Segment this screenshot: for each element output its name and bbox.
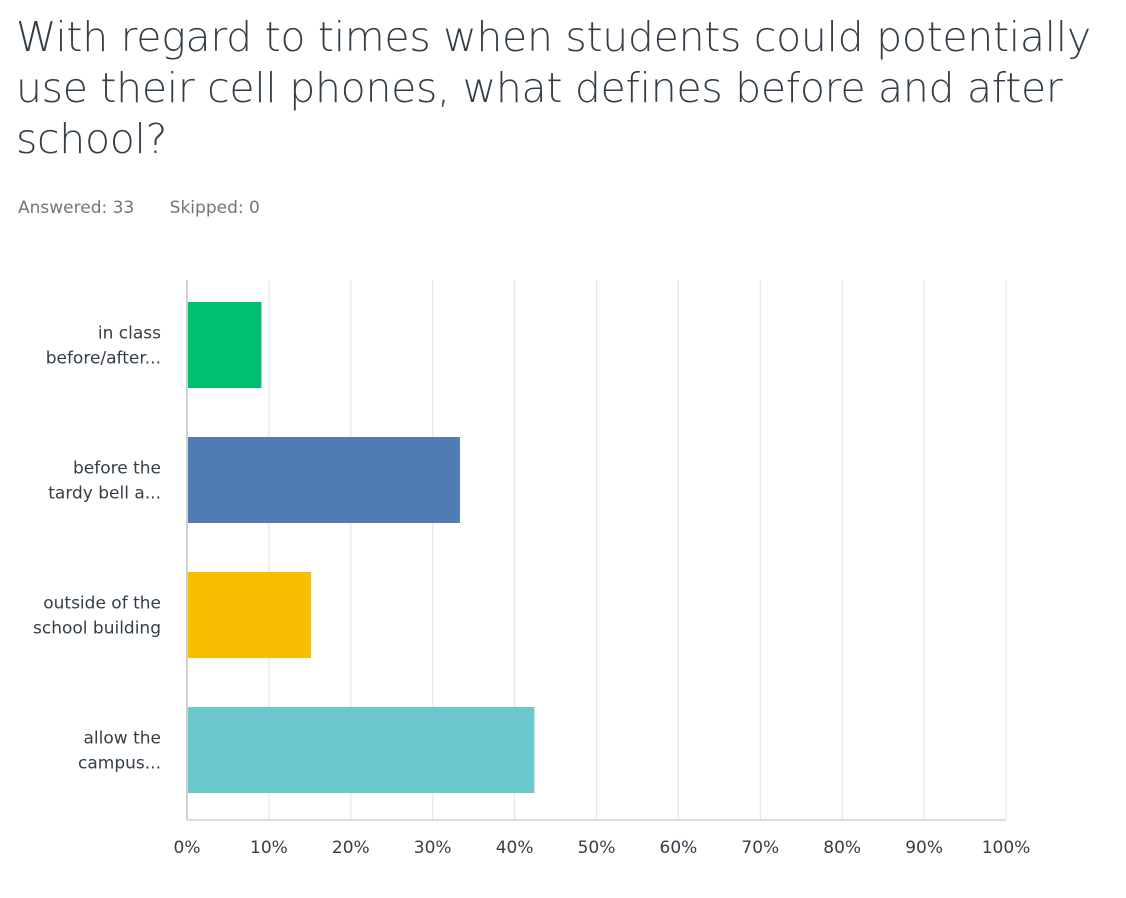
x-axis-ticks: 0% 10% 20% 30% 40% 50% 60% 70% 80% 90% 100% xyxy=(174,838,1031,858)
question-title: With regard to times when students could… xyxy=(16,13,1091,163)
x-tick-label: 20% xyxy=(332,838,370,858)
answered-count: Answered: 33 xyxy=(18,198,135,218)
bar-chart: in class before/after... before the tardy b… xyxy=(33,280,1031,858)
category-label: outside of the xyxy=(43,594,161,614)
bar[interactable] xyxy=(188,437,460,523)
x-tick-label: 100% xyxy=(982,838,1031,858)
x-tick-label: 60% xyxy=(660,838,698,858)
category-label: before the xyxy=(73,459,161,479)
category-label: in class xyxy=(98,324,161,344)
bar[interactable] xyxy=(188,572,312,658)
category-label: tardy bell a... xyxy=(48,484,161,504)
bar[interactable] xyxy=(188,302,262,388)
category-labels: in class before/after... before the tardy b… xyxy=(33,324,161,774)
bars xyxy=(188,302,535,793)
x-tick-label: 80% xyxy=(823,838,861,858)
category-label: campus... xyxy=(78,754,161,774)
x-tick-label: 50% xyxy=(578,838,616,858)
x-tick-label: 30% xyxy=(414,838,452,858)
category-label: school building xyxy=(33,619,161,639)
category-label: allow the xyxy=(84,729,161,749)
x-tick-label: 40% xyxy=(496,838,534,858)
x-tick-label: 10% xyxy=(250,838,288,858)
category-label: before/after... xyxy=(46,349,161,369)
gridlines xyxy=(268,280,1007,820)
x-tick-label: 90% xyxy=(905,838,943,858)
x-tick-label: 0% xyxy=(174,838,201,858)
skipped-count: Skipped: 0 xyxy=(169,198,260,218)
bar[interactable] xyxy=(188,707,535,793)
x-tick-label: 70% xyxy=(741,838,779,858)
response-stats: Answered: 33 Skipped: 0 xyxy=(18,198,290,218)
